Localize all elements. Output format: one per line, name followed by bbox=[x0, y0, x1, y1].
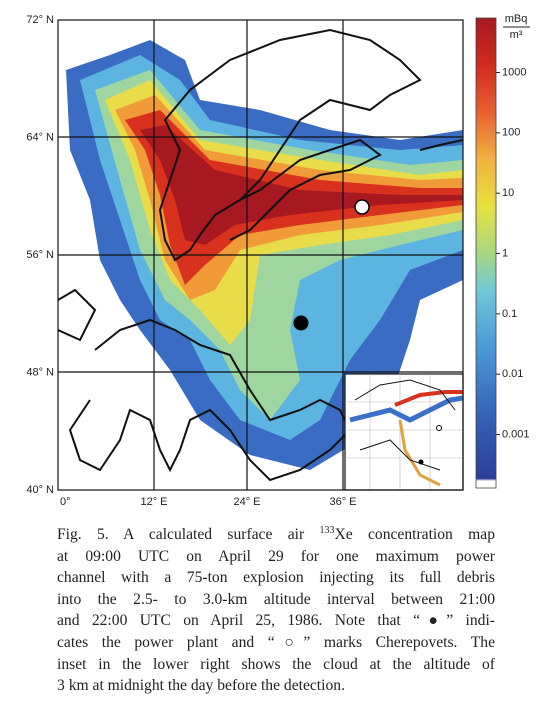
caption: Fig. 5. A calculated surface air 133Xe c… bbox=[57, 524, 495, 697]
colorbar-tick-label: 1000 bbox=[502, 66, 526, 78]
colorbar-tick-label: 100 bbox=[502, 127, 520, 139]
lat-label: 40° N bbox=[26, 484, 54, 496]
caption-line: 3 km at midnight the day before the dete… bbox=[57, 677, 345, 695]
lon-label: 0° bbox=[60, 496, 71, 508]
lon-label: 12° E bbox=[140, 496, 167, 508]
isotope-mass: 133 bbox=[319, 524, 335, 536]
colorbar-tick-label: 1 bbox=[502, 247, 508, 259]
lat-label: 56° N bbox=[26, 249, 54, 261]
lon-label: 36° E bbox=[329, 496, 356, 508]
caption-line: inset in the lower right shows the cloud… bbox=[57, 655, 495, 673]
colorbar-unit-denominator: m³ bbox=[510, 29, 523, 41]
colorbar-tick-label: 10 bbox=[502, 187, 514, 199]
colorbar-tick-label: 0.1 bbox=[502, 308, 517, 320]
cherepovets-marker bbox=[354, 199, 370, 215]
caption-line: Fig. 5. A calculated surface air 133Xe c… bbox=[57, 524, 495, 546]
colorbar-tick-label: 0.001 bbox=[502, 428, 530, 440]
inset bbox=[344, 373, 464, 491]
map-figure: mBq m³ 72° N 64° N 56° N 48° N 40° N 0° 12° E 2… bbox=[26, 13, 530, 508]
lat-label: 72° N bbox=[26, 14, 54, 26]
map-frame bbox=[57, 19, 464, 491]
lat-label: 64° N bbox=[26, 131, 54, 143]
lat-label: 48° N bbox=[26, 366, 54, 378]
colorbar-unit-numerator: mBq bbox=[505, 13, 528, 25]
caption-line: and 22:00 UTC on April 25, 1986. Note th… bbox=[57, 612, 495, 630]
caption-lead-rest: Xe concentration map bbox=[334, 526, 495, 543]
lon-label: 24° E bbox=[233, 496, 260, 508]
power-plant-marker bbox=[293, 315, 309, 331]
plume bbox=[66, 40, 463, 470]
caption-line: into the 2.5- to 3.0-km altitude interva… bbox=[57, 590, 495, 608]
grid bbox=[58, 20, 463, 490]
caption-lead: Fig. 5. A calculated surface air bbox=[57, 526, 320, 543]
caption-line: channel with a 75-ton explosion injectin… bbox=[57, 569, 495, 587]
caption-line: cates the power plant and “○” marks Cher… bbox=[57, 633, 495, 651]
colorbar-tick-label: 0.01 bbox=[502, 368, 523, 380]
caption-line: at 09:00 UTC on April 29 for one maximum… bbox=[57, 547, 495, 565]
colorbar bbox=[475, 17, 497, 489]
